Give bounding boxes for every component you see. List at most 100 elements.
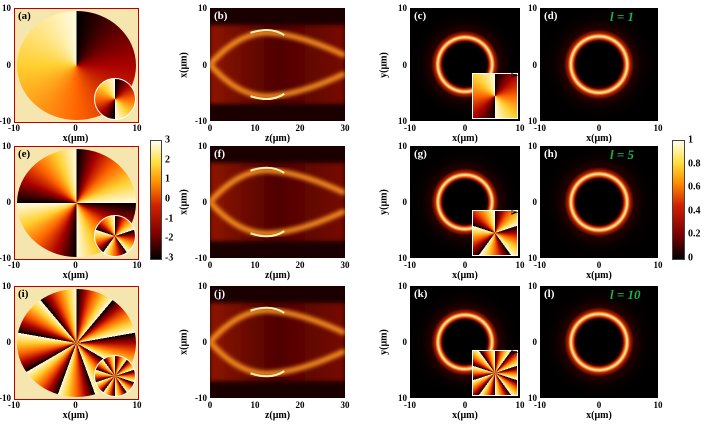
y-tick-label: 10 [398,116,407,126]
x-tick-label: 10 [515,260,525,270]
panel-label: (f) [214,148,225,160]
inset [94,78,136,120]
x-tick-label: 0 [207,400,213,410]
y-tick-label: 10 [398,281,407,291]
x-axis-label: x(μm) [62,133,89,144]
y-tick-label: 10 [398,3,407,13]
panel-label: (e) [18,148,31,160]
x-tick-label: 0 [462,400,468,410]
y-tick-label: 0 [202,337,208,347]
y-tick-label: 10 [528,281,537,291]
panel-label: (a) [18,10,31,22]
x-tick-label: 10 [653,123,663,133]
y-tick-label: 10 [198,3,207,13]
x-axis-label: z(μm) [264,270,291,281]
y-tick-label: -10 [0,116,11,126]
panel-image [410,146,520,258]
x-axis-label: x(μm) [586,133,612,144]
inset [472,73,518,119]
y-axis-label: y(μm) [508,51,520,78]
y-axis-label: x(μm) [178,189,190,215]
colorbar-tick-label: 1 [688,134,693,146]
colorbar-tick-label: -3 [165,252,174,264]
y-axis-label: y(μm) [378,189,390,215]
colorbar-tick-label: 3 [165,134,170,146]
x-tick-label: -10 [404,400,416,410]
panel-image [540,146,658,258]
y-axis-label: x(μm) [178,51,190,78]
y-tick-label: 0 [6,59,12,70]
y-tick-label: 10 [528,141,537,151]
y-tick-label: 10 [398,393,407,403]
y-axis-label: y(μm) [378,329,390,355]
y-tick-label: -10 [0,393,11,403]
x-tick-label: 10 [132,400,142,410]
panel-label: (h) [544,148,558,160]
y-tick-label: 10 [398,253,407,263]
x-tick-label: -10 [8,400,20,410]
x-tick-label: 0 [207,260,213,270]
panel-image [410,8,520,121]
x-tick-label: -10 [8,260,20,270]
x-tick-label: 30 [340,400,350,410]
x-axis-label: x(μm) [452,270,478,281]
y-tick-label: 10 [2,281,11,291]
colorbar-tick-label: 0 [165,193,170,205]
y-tick-label: 10 [2,141,11,151]
y-tick-label: 0 [202,59,208,70]
colorbar-tick-label: 0.8 [688,158,701,170]
panel-image [210,8,345,121]
inset [94,215,136,257]
x-tick-label: 10 [132,123,142,133]
panel-label: (c) [414,10,427,22]
colorbar-tick-label: 0 [688,252,693,264]
x-axis-label: x(μm) [62,410,89,421]
y-tick-label: -10 [195,393,207,403]
panel-image [210,146,345,258]
panel-image [540,8,658,121]
x-tick-label: 10 [132,260,142,270]
x-tick-label: 0 [596,260,602,270]
x-tick-label: 10 [515,400,525,410]
panel-image [14,146,139,260]
panel-label: (i) [18,288,29,300]
x-tick-label: -10 [534,123,546,133]
y-tick-label: 0 [402,59,408,70]
x-axis-label: z(μm) [264,133,291,144]
y-axis-label: x(μm) [178,329,190,355]
panel-label: (g) [414,148,427,160]
x-tick-label: 0 [596,123,602,133]
inset [94,355,136,397]
panel-label: (j) [214,288,225,300]
annotation: l = 5 [610,147,635,162]
y-tick-label: 10 [528,116,537,126]
y-tick-label: -10 [195,116,207,126]
y-tick-label: 0 [532,59,538,70]
panel-label: (l) [544,288,555,300]
colorbar-tick-label: 2 [165,154,170,166]
panel-label: (k) [414,288,428,300]
x-tick-label: 10 [515,123,525,133]
panel-image [210,286,345,398]
y-axis-label: y(μm) [508,189,520,215]
x-axis-label: x(μm) [452,133,478,144]
y-tick-label: 10 [198,281,207,291]
x-axis-label: x(μm) [62,270,89,281]
y-tick-label: -10 [195,253,207,263]
y-tick-label: 0 [202,197,208,207]
propagation-map [210,162,345,242]
x-tick-label: 0 [207,123,213,133]
x-tick-label: 10 [653,260,663,270]
colorbar [150,140,162,260]
x-axis-label: x(μm) [586,410,612,421]
colorbar-tick-label: -1 [165,213,174,225]
x-tick-label: 20 [295,400,305,410]
panel-image [14,286,139,400]
panel-label: (b) [214,10,228,22]
inset [472,350,518,396]
panel-label: (d) [544,10,558,22]
panel-image [410,286,520,398]
x-tick-label: 10 [250,260,260,270]
x-tick-label: -10 [404,123,416,133]
propagation-map [210,302,345,382]
